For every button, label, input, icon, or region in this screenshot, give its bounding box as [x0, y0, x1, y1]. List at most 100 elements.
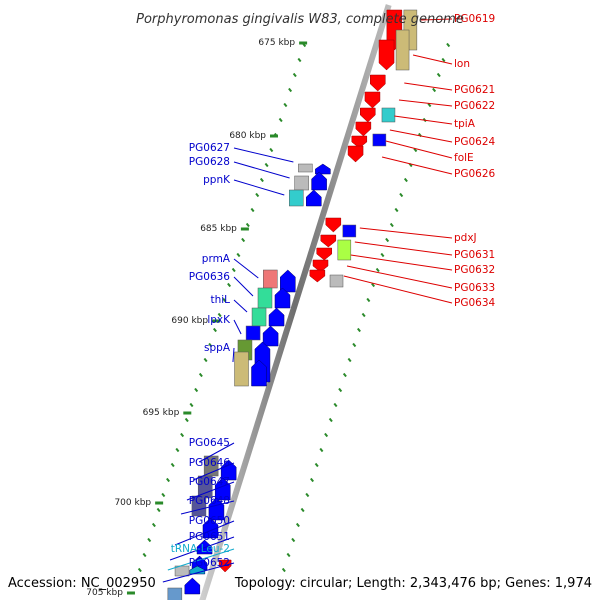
tick-dot	[352, 342, 357, 348]
gene-label-sppA: sppA	[204, 342, 231, 354]
kbp-label: 685 kbp	[200, 224, 237, 234]
cog-box-sppA2	[234, 351, 249, 387]
tick-dot	[212, 327, 217, 333]
leader-line	[420, 18, 453, 21]
cog-box-PG0631	[337, 239, 352, 261]
tick-dot	[342, 372, 347, 378]
kbp-label: 695 kbp	[143, 408, 180, 418]
tick-dot	[366, 297, 371, 303]
tick-dot	[297, 57, 302, 63]
gene-arrow-PG0627	[315, 163, 331, 175]
tick-dot	[175, 447, 180, 453]
gene-label-tRNA-Leu-2: tRNA-Leu-2	[171, 543, 230, 555]
cog-box-PG0622	[381, 107, 396, 123]
gene-label-PG0651: PG0651	[189, 531, 230, 543]
tick-dot	[347, 357, 352, 363]
gene-arrow-PG0622	[364, 91, 381, 109]
gene-arrow-tpiA	[360, 107, 376, 123]
gene-arrow-PG0652	[184, 577, 201, 595]
leader-line	[233, 258, 259, 279]
cog-box-PG0636	[257, 287, 273, 309]
leader-line	[404, 82, 453, 91]
tick-dot	[441, 57, 446, 63]
tick-dot	[184, 417, 189, 423]
leader-line	[193, 462, 235, 481]
topology-summary: Topology: circular; Length: 2,343,476 bp…	[234, 576, 592, 591]
gene-arrow-PG0646	[214, 477, 231, 501]
tick-dot	[333, 402, 338, 408]
gene-arrow-sppA2	[251, 359, 267, 387]
tick-dot	[403, 177, 408, 183]
kbp-label: 675 kbp	[258, 38, 295, 48]
leader-line	[169, 536, 235, 561]
gene-label-PG0645: PG0645	[189, 437, 230, 449]
cog-box-PG0628	[294, 175, 309, 191]
gene-label-PG0647: PG0647	[189, 476, 230, 488]
gene-label-lon: lon	[454, 58, 470, 70]
tick-dot	[259, 177, 264, 183]
tick-dot	[399, 192, 404, 198]
backbone	[199, 4, 392, 600]
tick-dot	[361, 312, 366, 318]
leader-line	[412, 54, 453, 65]
leader-line	[198, 442, 235, 463]
cog-box-PG0633	[329, 274, 344, 288]
cog-box-PG0652	[167, 587, 183, 600]
leader-line	[186, 481, 235, 501]
kbp-label: 690 kbp	[171, 316, 208, 326]
leader-line	[346, 265, 453, 289]
tick-dot	[189, 402, 194, 408]
gene-label-PG0621: PG0621	[454, 84, 495, 96]
gene-arrow-ppnK	[306, 189, 322, 207]
cog-box-thiL	[251, 307, 267, 327]
gene-label-PG0622: PG0622	[454, 100, 495, 112]
tick-dot	[300, 507, 305, 513]
gene-label-lpxK: lpxK	[207, 314, 231, 326]
gene-arrow-PG0621	[370, 74, 386, 92]
cog-box-lpxK	[245, 325, 261, 341]
leader-line	[167, 548, 235, 571]
gene-arrow-thiL	[268, 307, 285, 327]
tick-dot	[286, 552, 291, 558]
tick-dot	[194, 387, 199, 393]
tick-dot	[427, 102, 432, 108]
gene-label-PG0627: PG0627	[189, 142, 230, 154]
tick-dot	[142, 552, 147, 558]
leader-line	[232, 347, 235, 363]
cog-box-PG0627	[298, 163, 313, 173]
gene-arrow-PG0628	[311, 171, 327, 191]
tick-dot	[338, 387, 343, 393]
cog-box-prmA	[263, 269, 278, 289]
tick-dot	[305, 492, 310, 498]
tick-dot	[389, 222, 394, 228]
tick-dot	[291, 537, 296, 543]
tick-dot	[245, 222, 250, 228]
tick-dot	[250, 207, 255, 213]
gene-label-ppnK: ppnK	[203, 174, 231, 186]
tick-dot	[385, 237, 390, 243]
leader-line	[398, 99, 453, 107]
gene-arrow-PG0636	[274, 287, 291, 309]
gene-label-folE: folE	[454, 152, 474, 164]
tick-dot	[371, 282, 376, 288]
cog-box-PG0624	[372, 133, 387, 147]
gene-labels: PG0619 lon PG0621 PG0622 tpiA PG0624 folE PG062…	[171, 13, 496, 569]
tick-dot	[413, 147, 418, 153]
tick-dot	[255, 192, 260, 198]
tick-dot	[446, 42, 451, 48]
tick-dot	[394, 207, 399, 213]
gene-arrow-PG0633	[312, 259, 329, 273]
gene-arrow-PG0650	[196, 539, 213, 555]
tick-dot	[170, 462, 175, 468]
tick-dot	[156, 507, 161, 513]
tick-dot	[269, 147, 274, 153]
kbp-label: 680 kbp	[229, 131, 266, 141]
leader-line	[233, 161, 290, 179]
leader-line	[162, 562, 235, 583]
gene-arrow-PG0626	[347, 145, 364, 163]
tick-marks: 675 kbp 680 kbp 685 kbp 690 kbp 695 kbp 700 k…	[86, 38, 451, 598]
tick-dot	[356, 327, 361, 333]
gene-label-PG0648: PG0648	[189, 495, 230, 507]
tick-dot	[147, 537, 152, 543]
gene-arrow-pdxJ	[325, 217, 342, 233]
